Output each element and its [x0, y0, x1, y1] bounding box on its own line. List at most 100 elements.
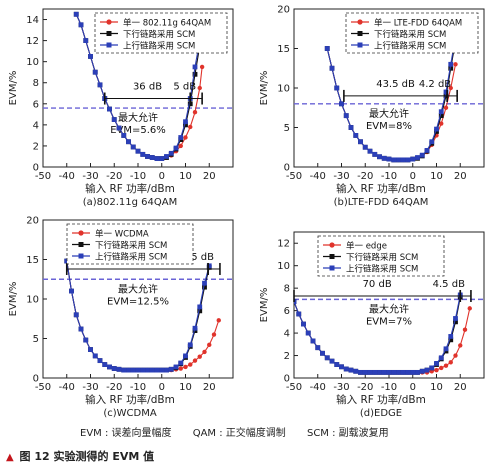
data-point-uplink-scm — [116, 366, 122, 372]
data-point-uplink-scm — [140, 151, 146, 157]
panel-title: (b)LTE-FDD 64QAM — [334, 197, 429, 208]
x-tick-label: -40 — [310, 171, 326, 182]
data-point-uplink-scm — [415, 369, 420, 375]
plot-area — [294, 292, 472, 375]
x-tick-label: 0 — [159, 382, 165, 393]
data-point-uplink-scm — [107, 364, 112, 370]
y-tick-label: 10 — [277, 84, 290, 95]
data-point-uplink-scm — [111, 117, 117, 122]
y-tick-label: 20 — [277, 5, 290, 16]
legend-entry-label: 下行链路采用 SCM — [95, 240, 167, 251]
data-point-uplink-scm — [178, 135, 184, 140]
span-label: 36 dB — [133, 82, 162, 93]
x-tick-label: 0 — [410, 382, 416, 393]
data-point-uplink-scm — [372, 369, 378, 375]
panel-title: (c)WCDMA — [103, 408, 156, 419]
data-point-uplink-scm — [135, 367, 141, 373]
data-point-uplink-scm — [197, 304, 203, 310]
data-point-single-signal — [178, 366, 183, 371]
y-tick-label: 14 — [26, 15, 39, 26]
data-point-single-signal — [467, 306, 472, 311]
x-tick-label: -30 — [333, 382, 349, 393]
x-tick-label: 20 — [454, 382, 467, 393]
y-tick-label: 4 — [33, 120, 39, 131]
data-point-uplink-scm — [410, 156, 416, 162]
data-point-single-signal — [183, 135, 188, 140]
data-point-uplink-scm — [149, 367, 155, 373]
data-point-uplink-scm — [145, 154, 150, 159]
data-point-uplink-scm — [78, 326, 84, 332]
x-tick-label: -50 — [35, 382, 51, 393]
y-tick-label: 10 — [26, 57, 39, 68]
limit-label-value: EVM=12.5% — [107, 296, 169, 307]
data-point-single-signal — [207, 342, 212, 348]
data-point-uplink-scm — [102, 362, 108, 367]
data-point-uplink-scm — [324, 46, 330, 51]
data-point-uplink-scm — [396, 369, 401, 375]
data-point-uplink-scm — [419, 152, 425, 158]
limit-label-value: EVM=7% — [366, 316, 412, 327]
data-point-uplink-scm — [97, 358, 103, 364]
data-point-uplink-scm — [424, 148, 430, 153]
y-tick-label: 10 — [277, 261, 290, 272]
data-point-uplink-scm — [121, 133, 127, 138]
x-tick-label: 10 — [179, 171, 192, 182]
chart-panel-4: 0 2 4 6 8 10 12 -50 -40 -30 -20 -10 0 10 20 EVM/% 输入 RF … — [259, 231, 485, 419]
data-point-single-signal — [188, 362, 193, 367]
data-point-single-signal — [192, 110, 198, 115]
x-tick-label: -40 — [59, 382, 75, 393]
data-point-uplink-scm — [400, 157, 406, 163]
data-point-uplink-scm — [107, 106, 112, 112]
series-line-uplink-scm — [326, 36, 457, 161]
data-point-uplink-scm — [83, 337, 89, 343]
data-point-single-signal — [211, 332, 217, 337]
y-tick-label: 6 — [33, 99, 39, 110]
data-point-uplink-scm — [159, 367, 165, 373]
data-point-single-signal — [199, 64, 205, 70]
data-point-uplink-scm — [348, 367, 354, 373]
footnote-qam: QAM : 正交幅度调制 — [192, 428, 286, 439]
data-point-uplink-scm — [130, 144, 136, 150]
y-tick-label: 5 — [33, 334, 39, 345]
data-point-uplink-scm — [73, 312, 79, 318]
footnote-scm: SCM : 副载波复用 — [306, 428, 389, 439]
plot-area — [73, 11, 207, 161]
legend-entry-label: 上行链路采用 SCM — [123, 41, 195, 52]
data-point-uplink-scm — [149, 155, 155, 160]
data-point-uplink-scm — [348, 125, 354, 130]
span-label: 43.5 dB — [376, 79, 415, 90]
data-point-uplink-scm — [88, 54, 93, 59]
x-tick-label: -30 — [82, 382, 98, 393]
data-point-uplink-scm — [187, 342, 193, 348]
x-tick-label: -20 — [357, 171, 373, 182]
data-point-single-signal — [462, 327, 468, 332]
legend-swatch-marker — [106, 19, 112, 25]
data-point-uplink-scm — [135, 148, 141, 154]
data-point-uplink-scm — [121, 367, 127, 373]
data-point-uplink-scm — [362, 369, 368, 375]
legend-entry-label: 下行链路采用 SCM — [374, 29, 446, 40]
data-point-uplink-scm — [154, 367, 160, 373]
data-point-uplink-scm — [438, 109, 444, 115]
data-point-single-signal — [197, 354, 202, 359]
plot-area — [64, 258, 221, 373]
data-point-uplink-scm — [339, 364, 344, 370]
data-point-uplink-scm — [83, 38, 89, 43]
chart-panel-3: 0 5 10 15 20 -50 -40 -30 -20 -10 0 10 20 EVM/% 输入 RF 功… — [8, 216, 234, 419]
data-point-uplink-scm — [159, 156, 165, 161]
data-point-uplink-scm — [429, 139, 435, 145]
data-point-uplink-scm — [145, 367, 150, 373]
x-tick-label: -30 — [82, 171, 98, 182]
data-point-uplink-scm — [453, 316, 458, 321]
data-point-uplink-scm — [164, 367, 169, 373]
y-tick-label: 5 — [284, 123, 290, 134]
data-point-downlink-scm — [453, 319, 458, 325]
data-point-uplink-scm — [367, 369, 373, 375]
limit-label-value: EVM=5.6% — [110, 125, 166, 136]
data-point-uplink-scm — [301, 321, 306, 327]
x-tick-label: 0 — [410, 171, 416, 182]
data-point-uplink-scm — [130, 367, 136, 373]
data-point-uplink-scm — [173, 364, 179, 370]
legend-swatch-marker — [329, 254, 335, 259]
